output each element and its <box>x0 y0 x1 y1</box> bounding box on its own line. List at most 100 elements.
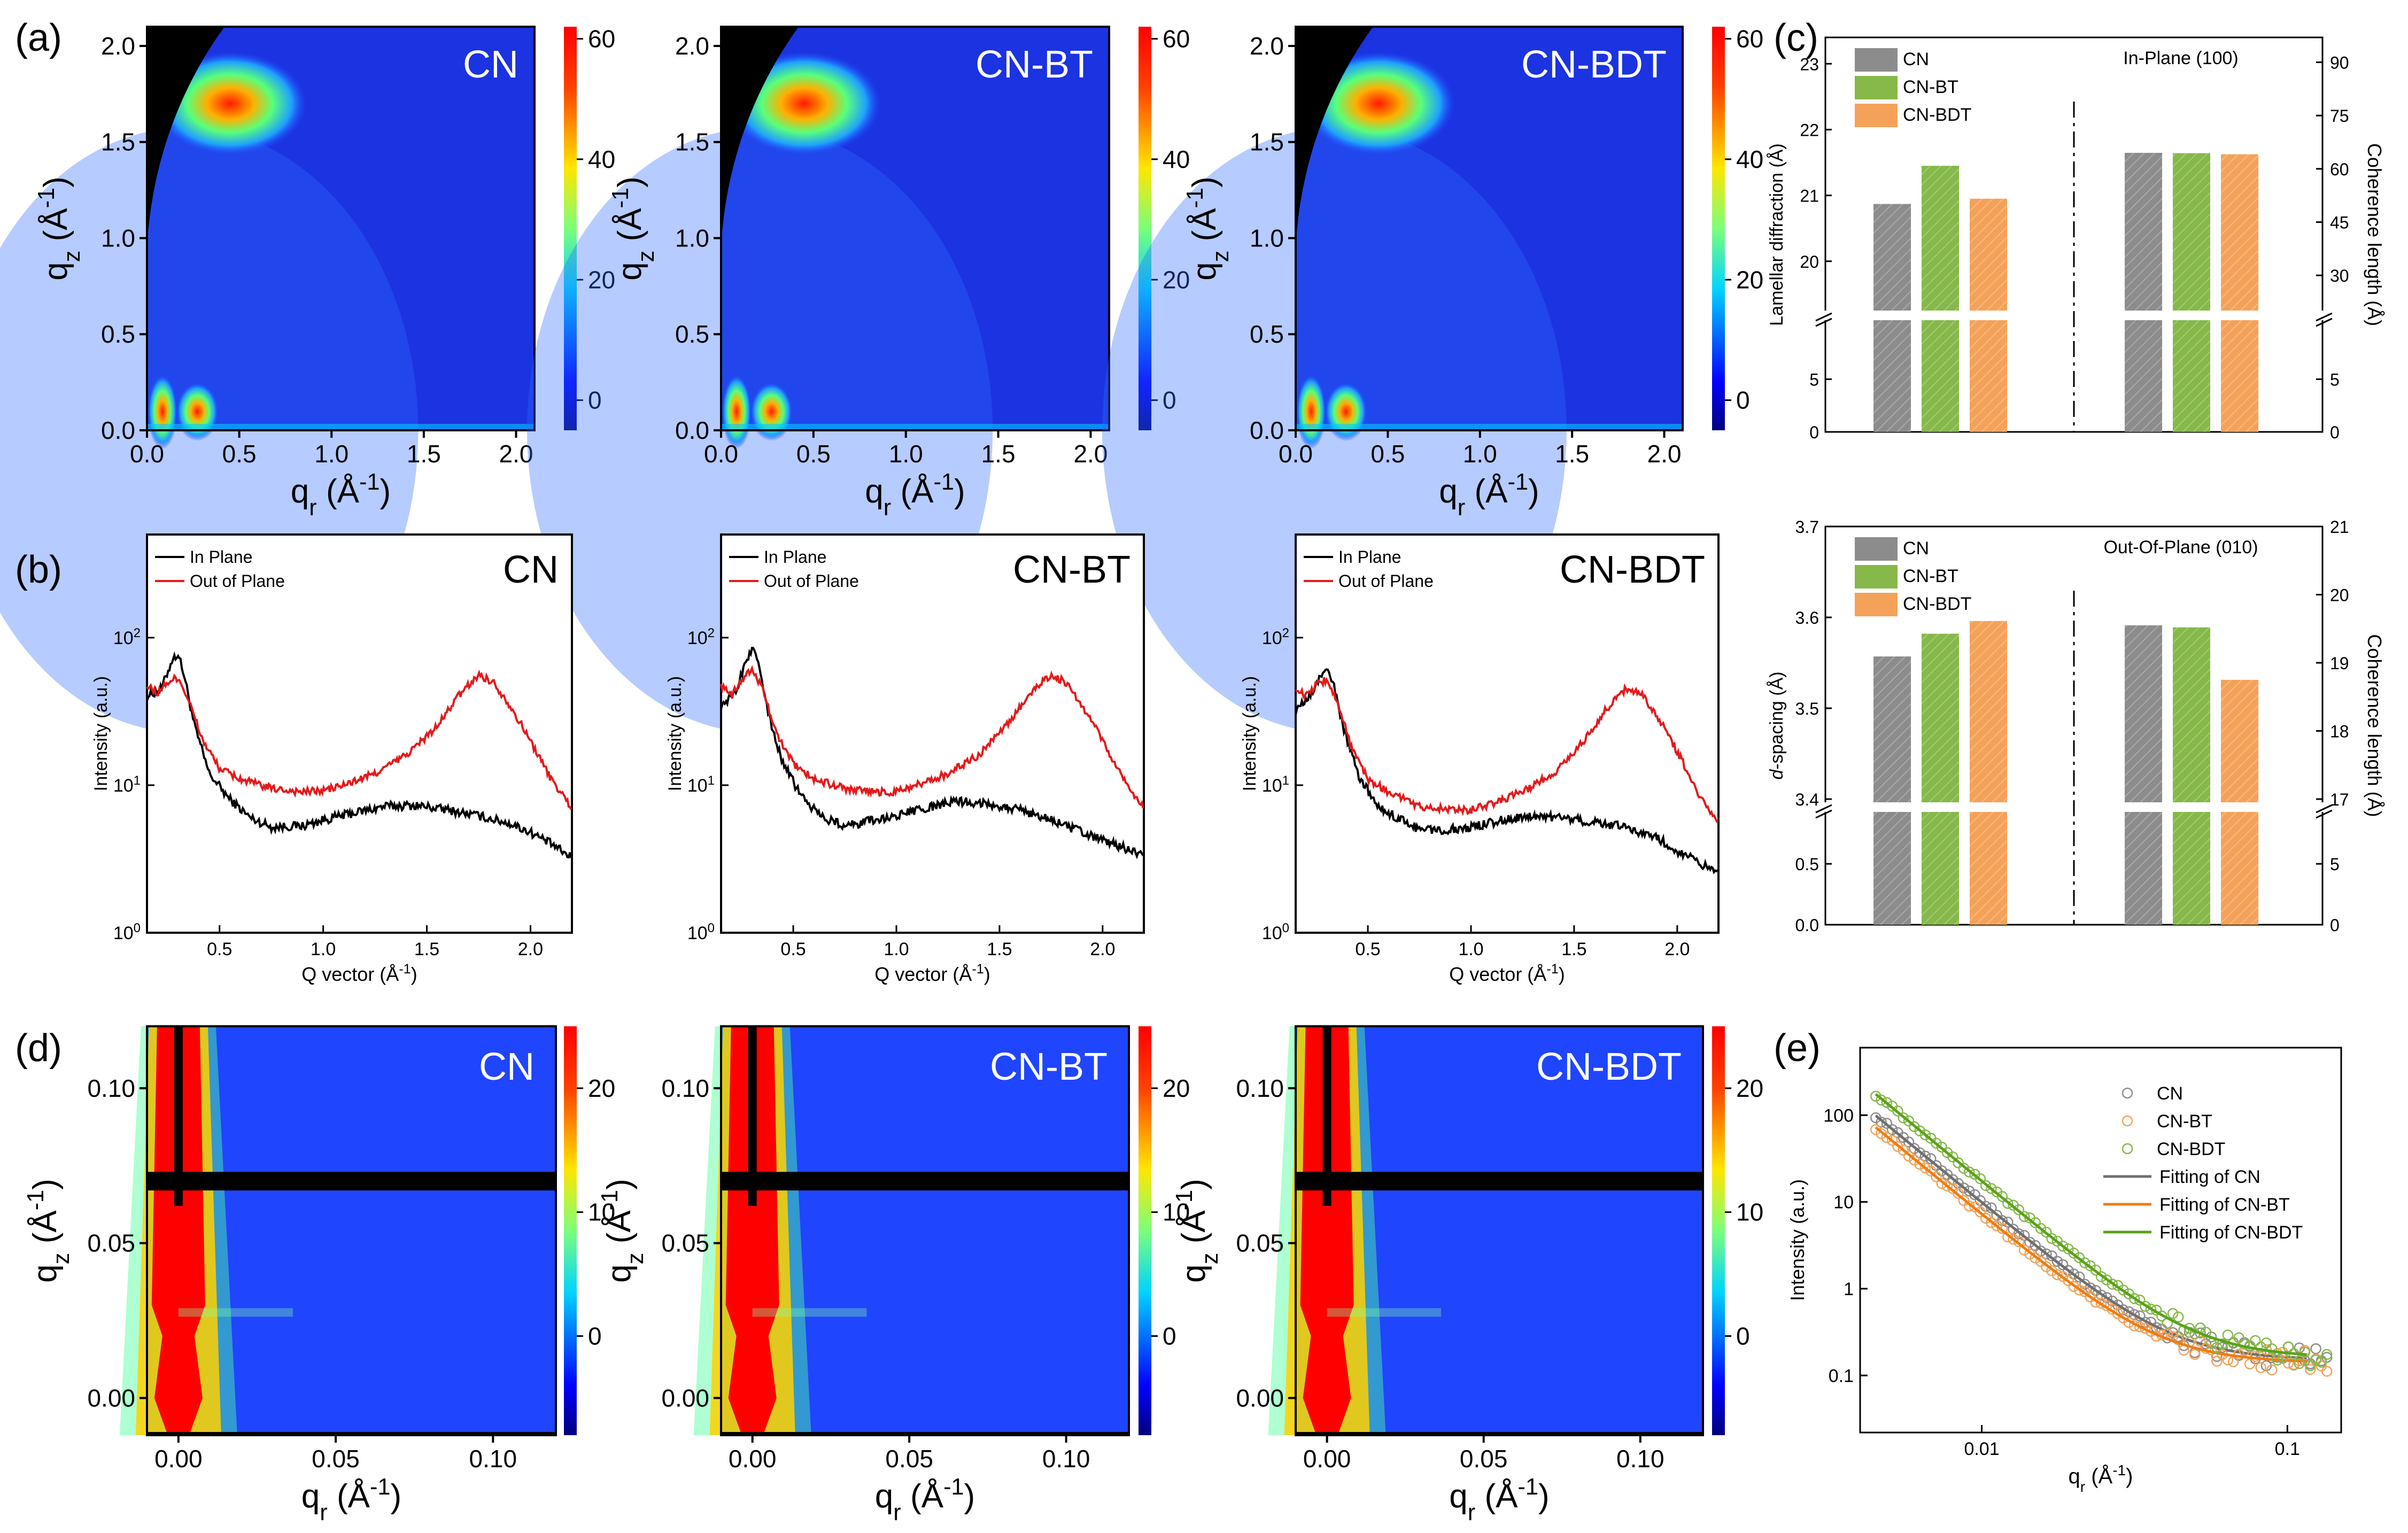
colorbar-gradient <box>1139 1026 1151 1435</box>
y-tick-label: 101 <box>687 773 715 796</box>
data-point <box>2046 1233 2057 1244</box>
data-point <box>1936 1165 1948 1176</box>
series-CN-BDT <box>1870 1090 2333 1371</box>
x-axis-label: Q vector (Å-1) <box>874 962 990 985</box>
x-tick-label: 0.10 <box>1616 1445 1664 1473</box>
horizon-line <box>147 424 535 429</box>
bar-right-CN-hatch <box>2125 625 2162 925</box>
data-point <box>2063 1275 2074 1287</box>
x-tick-label: 0.5 <box>796 440 831 468</box>
data-point <box>1892 1105 1903 1117</box>
out-of-plane-line <box>146 669 572 810</box>
data-point <box>2118 1284 2129 1296</box>
data-point <box>2128 1309 2140 1320</box>
missing-wedge <box>721 27 799 289</box>
data-point <box>2107 1279 2118 1290</box>
colorbar-tick-label: 40 <box>588 145 615 173</box>
legend-label: CN-BT <box>2157 1111 2212 1132</box>
y2-tick-label: 60 <box>2330 160 2349 179</box>
colorbar-tick-label: 0 <box>1736 1322 1750 1350</box>
lamellar-peak <box>750 382 793 441</box>
data-point <box>2018 1230 2030 1241</box>
x-tick-label: 2.0 <box>1647 440 1682 468</box>
colorbar-tick-label: 20 <box>1736 266 1763 293</box>
x-tick-label: 0.0 <box>130 440 164 468</box>
data-point <box>2211 1356 2223 1367</box>
y-tick-label: 102 <box>113 625 141 648</box>
data-point <box>2118 1304 2129 1315</box>
data-point <box>1914 1159 1925 1170</box>
data-point <box>1898 1112 1909 1124</box>
colorbar-gradient <box>564 27 577 430</box>
legend-marker <box>2121 1087 2133 1099</box>
x-tick-label: 0.00 <box>729 1445 777 1473</box>
data-point <box>2095 1289 2107 1301</box>
data-point <box>2051 1269 2063 1280</box>
data-point <box>1898 1144 1909 1156</box>
break-mark <box>1815 312 1832 322</box>
data-point <box>2008 1234 2019 1245</box>
y2-tick-label: 21 <box>2330 517 2349 537</box>
x-tick-label: 1.0 <box>1463 440 1497 468</box>
data-point <box>2233 1349 2244 1360</box>
legend-label: CN <box>1903 538 1929 559</box>
x-axis-label: qr (Å-1) <box>1449 1474 1549 1526</box>
data-point <box>2057 1259 2069 1271</box>
y-tick-label: 21 <box>1800 187 1819 206</box>
sample-label: CN-BDT <box>1536 1046 1682 1088</box>
horizon-line <box>721 424 1109 429</box>
data-point <box>1958 1195 1970 1206</box>
x-axis-label: qr (Å-1) <box>301 1474 401 1526</box>
y2-tick-label: 0 <box>2330 423 2340 442</box>
y-tick-label: 0.0 <box>1795 916 1819 935</box>
x-tick-label: 0.10 <box>469 1445 517 1473</box>
data-point <box>2090 1264 2102 1276</box>
data-point <box>1919 1162 1931 1174</box>
data-point <box>1886 1124 1898 1135</box>
yoneda-streak <box>1327 1308 1441 1317</box>
y-tick-label: 0.10 <box>87 1074 135 1102</box>
x-tick-label: 1.0 <box>1458 939 1483 959</box>
detector-gap <box>1296 1172 1703 1191</box>
bar-right-CN-BT-hatch <box>2173 627 2210 925</box>
data-point <box>1975 1195 1986 1206</box>
break-mark <box>1815 318 1832 327</box>
x-tick-label: 2.0 <box>518 939 543 959</box>
data-point <box>1975 1206 1986 1218</box>
legend-label: In Plane <box>764 547 826 567</box>
legend-swatch <box>1855 593 1898 616</box>
data-point <box>2128 1293 2140 1304</box>
data-point <box>2068 1281 2080 1292</box>
x-tick-label: 2.0 <box>1073 440 1108 468</box>
x-tick-label: 0.5 <box>780 939 806 959</box>
data-point <box>2024 1236 2035 1248</box>
series-CN-BT <box>1870 1124 2333 1377</box>
data-point <box>2035 1223 2047 1234</box>
y-axis-label: Intensity (a.u.) <box>1240 676 1260 791</box>
plot-frame <box>720 26 1110 431</box>
data-point <box>2272 1354 2283 1366</box>
legend: CN CN-BT CN-BDT <box>1855 537 1971 616</box>
gisaxs-map-CN-BT: 0.00 0.05 0.10 0.00 0.05 0.10 qr (Å-1) qz (Å-1)… <box>597 1025 1190 1526</box>
x-axis-label: Q vector (Å-1) <box>301 962 417 985</box>
data-point <box>2041 1261 2052 1273</box>
data-point <box>1931 1137 1942 1149</box>
sample-label: CN <box>479 1046 535 1088</box>
colorbar-gradient <box>1712 27 1725 430</box>
y-tick-label: 10 <box>1833 1193 1854 1213</box>
gisaxs-map-CN: 0.00 0.05 0.10 0.00 0.05 0.10 qr (Å-1) qz (Å-1)… <box>23 1025 615 1526</box>
break-mark <box>1815 804 1832 814</box>
data-point <box>2173 1331 2184 1342</box>
y-tick-label: 0.05 <box>87 1229 135 1257</box>
data-point <box>1903 1115 1915 1127</box>
data-point <box>2250 1335 2261 1346</box>
colorbar: 60 40 20 0 <box>564 25 615 430</box>
x-tick-label: 1.0 <box>884 939 909 959</box>
legend-marker <box>2121 1115 2133 1127</box>
data-point <box>1947 1174 1958 1186</box>
y-axis-label: Intensity (a.u.) <box>665 676 685 791</box>
x-tick-label: 0.0 <box>1279 440 1313 468</box>
y-tick-label: 0.00 <box>661 1384 709 1412</box>
in-plane-line <box>720 647 1144 860</box>
x-tick-label: 2.0 <box>1664 939 1690 959</box>
